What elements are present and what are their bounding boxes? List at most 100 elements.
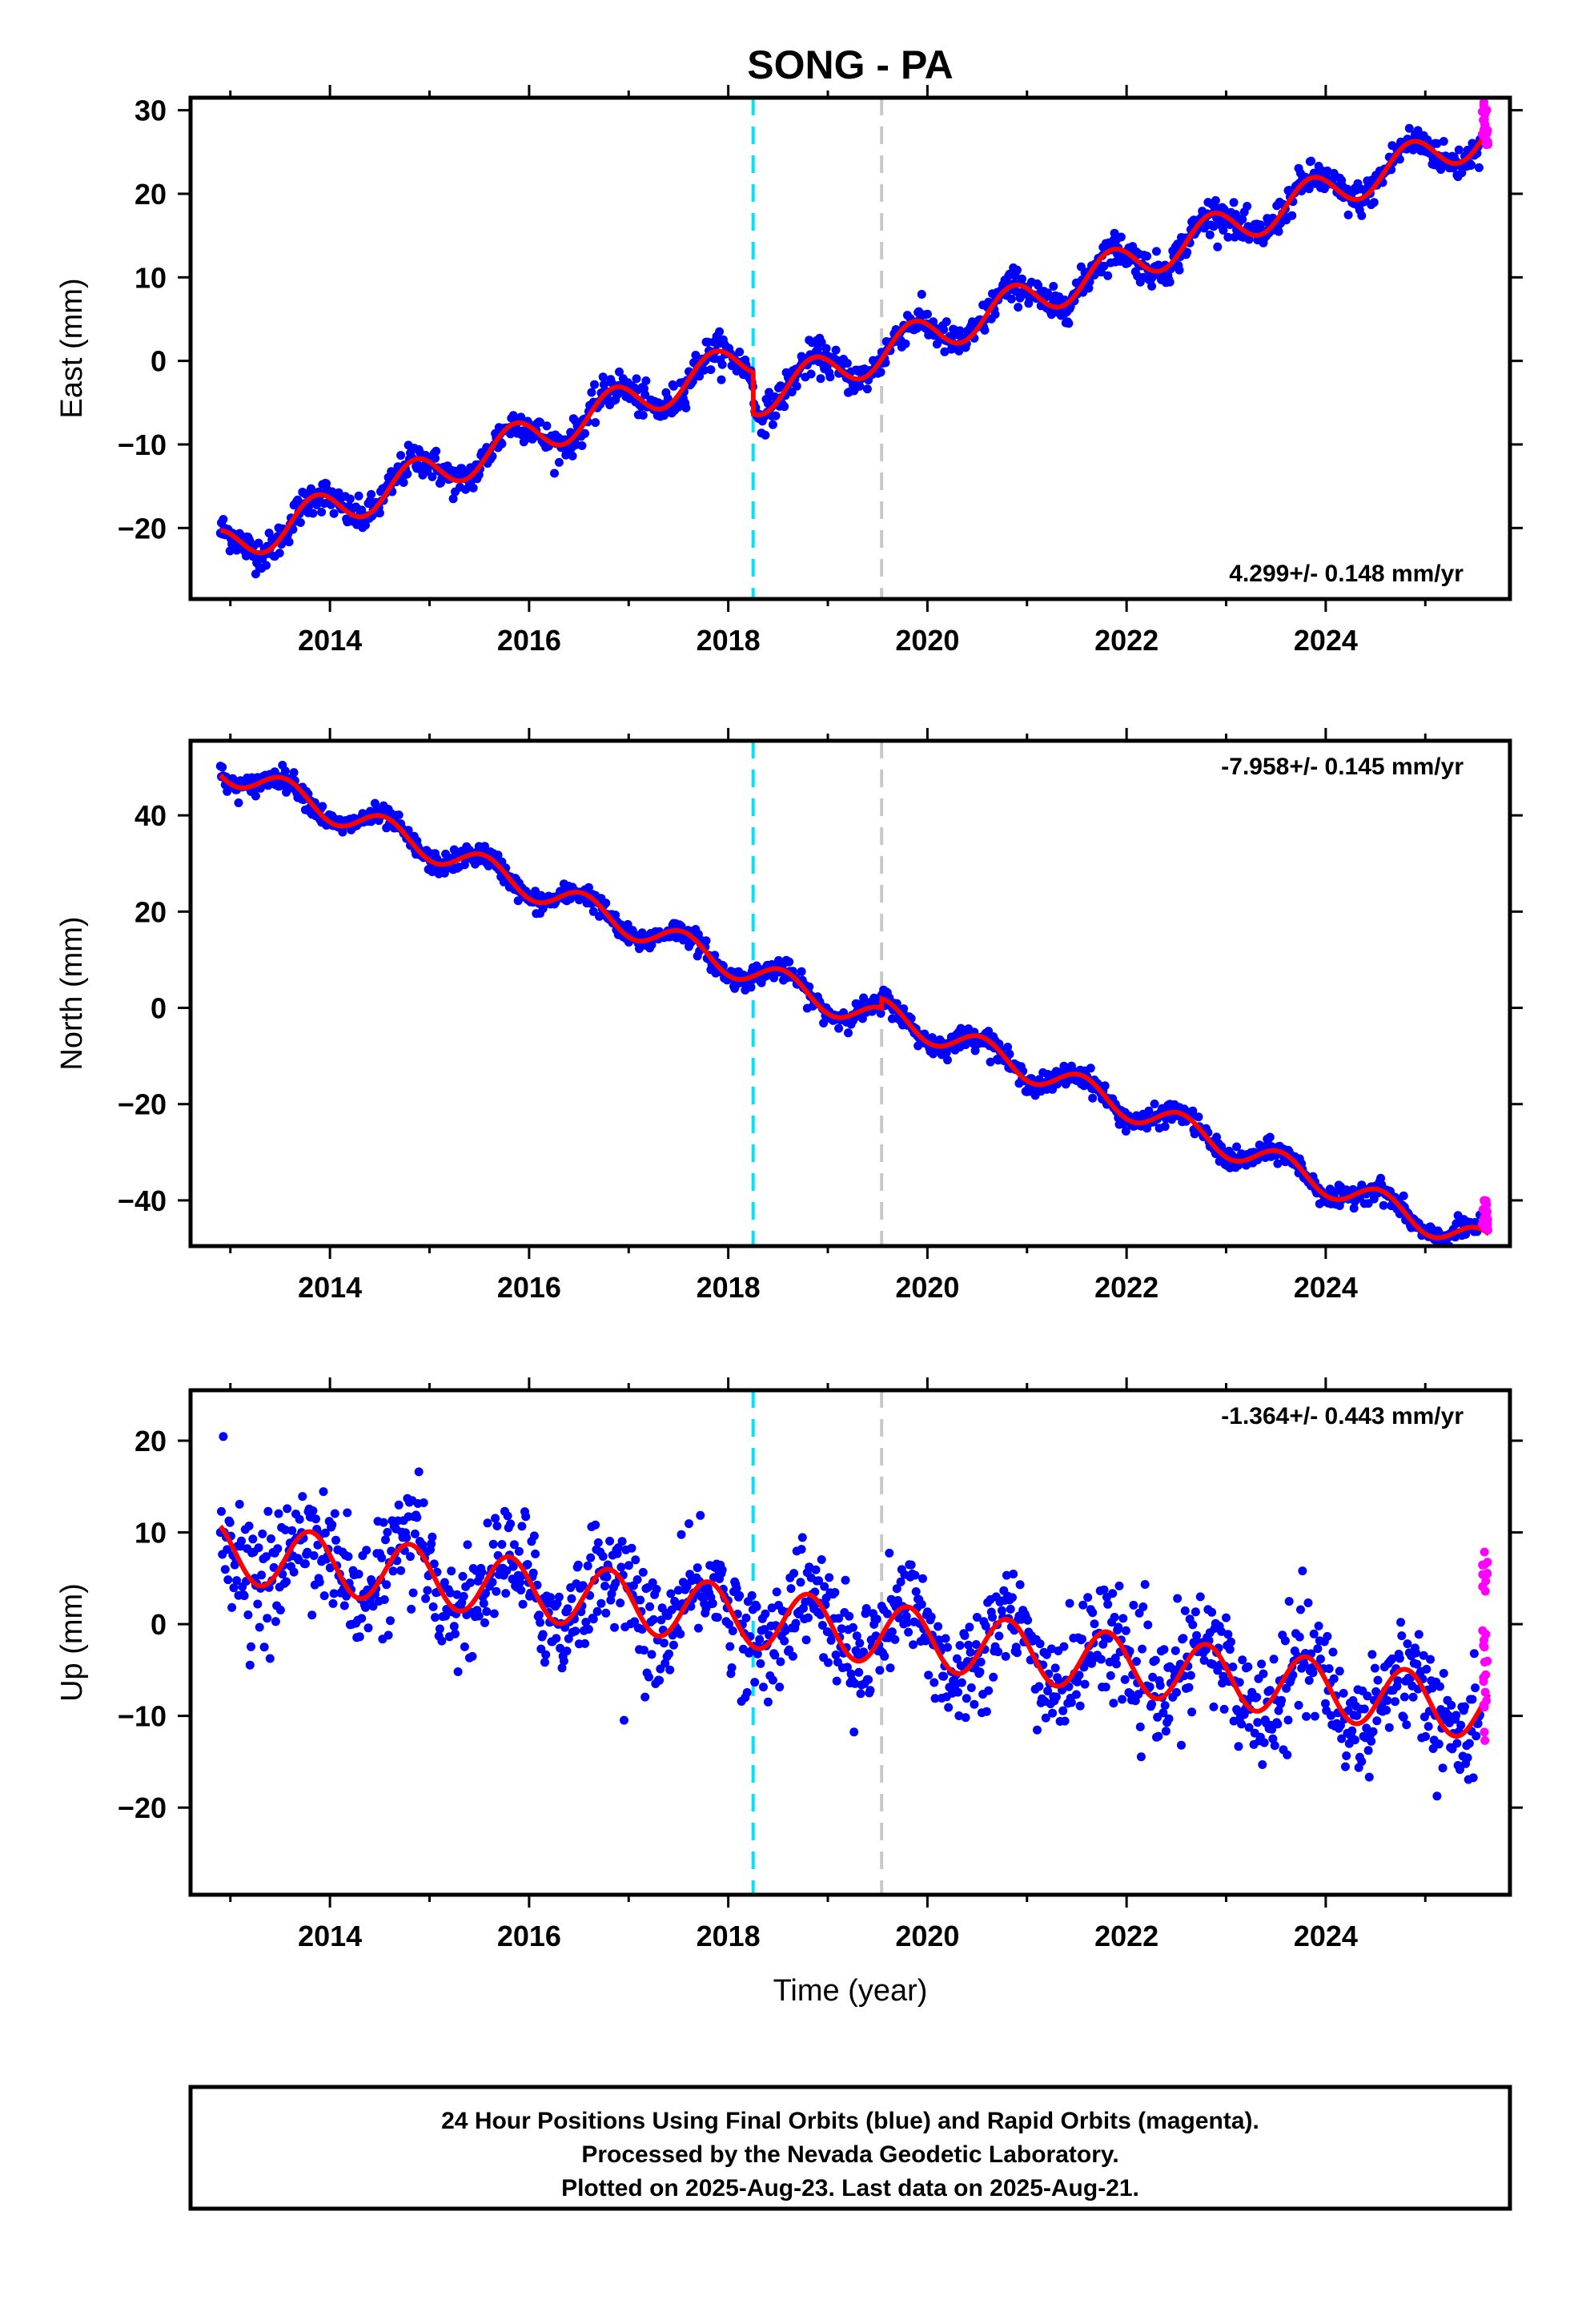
up-final-point <box>727 1663 737 1672</box>
north-final-point <box>1150 1100 1159 1108</box>
up-final-point <box>536 1618 545 1627</box>
east-final-point <box>568 451 577 460</box>
up-final-point <box>300 1559 310 1569</box>
up-final-point <box>910 1570 920 1580</box>
east-final-point <box>1219 226 1228 235</box>
up-final-point <box>855 1638 865 1648</box>
north-final-point <box>480 842 489 851</box>
up-final-point <box>419 1498 428 1507</box>
up-final-point <box>1155 1681 1165 1691</box>
up-final-point <box>893 1596 902 1605</box>
up-final-point <box>320 1528 330 1538</box>
up-final-point <box>713 1613 722 1622</box>
north-y-tick-label: 40 <box>135 799 167 832</box>
up-final-point <box>1252 1692 1262 1702</box>
up-y-axis-label: Up (mm) <box>55 1583 89 1702</box>
east-rapid-point <box>1479 115 1488 125</box>
up-final-point <box>1269 1655 1279 1664</box>
north-final-point <box>223 786 232 796</box>
up-final-point <box>890 1634 900 1644</box>
up-final-point <box>1188 1620 1198 1630</box>
footer-line-3: Plotted on 2025-Aug-23. Last data on 202… <box>561 2175 1139 2201</box>
east-x-tick-label: 2018 <box>697 624 761 657</box>
up-final-point <box>406 1552 415 1562</box>
east-final-point <box>717 375 726 384</box>
up-final-point <box>892 1584 901 1594</box>
north-final-point <box>338 827 347 837</box>
east-final-point <box>1304 184 1314 194</box>
up-final-point <box>1456 1720 1466 1730</box>
north-final-point <box>1003 1043 1013 1051</box>
up-final-point <box>767 1603 777 1613</box>
up-final-point <box>1294 1700 1303 1710</box>
up-final-point <box>396 1566 406 1575</box>
north-final-point <box>289 768 299 778</box>
up-final-point <box>1178 1634 1188 1643</box>
up-x-tick-label: 2024 <box>1294 1920 1358 1952</box>
east-final-point <box>638 411 648 420</box>
east-final-point <box>497 439 507 448</box>
up-final-point <box>997 1606 1006 1615</box>
east-x-tick-label: 2024 <box>1294 624 1358 657</box>
up-final-point <box>952 1654 962 1663</box>
north-final-point <box>1086 1063 1095 1073</box>
east-final-point <box>1474 163 1484 172</box>
up-final-point <box>750 1678 760 1687</box>
up-final-point <box>516 1578 525 1587</box>
up-final-point <box>1080 1679 1090 1689</box>
north-final-point <box>218 762 227 772</box>
north-final-point <box>876 1008 885 1018</box>
north-final-point <box>943 1055 952 1065</box>
up-final-point <box>801 1635 811 1645</box>
up-final-point <box>885 1663 895 1673</box>
up-final-point <box>610 1622 619 1632</box>
up-final-point <box>786 1584 796 1594</box>
up-final-point <box>630 1617 640 1626</box>
up-final-point <box>1184 1683 1194 1692</box>
north-y-tick-label: 0 <box>151 992 167 1025</box>
up-final-point <box>219 1432 228 1441</box>
figure-title: SONG - PA <box>747 42 953 87</box>
north-x-tick-label: 2024 <box>1294 1271 1358 1304</box>
up-final-point <box>1435 1682 1444 1691</box>
east-final-point <box>1307 156 1316 166</box>
up-y-tick-label: 10 <box>135 1517 167 1550</box>
up-final-point <box>592 1606 602 1616</box>
east-plot-frame <box>188 95 1512 601</box>
up-final-point <box>962 1694 971 1703</box>
north-final-point <box>601 899 611 908</box>
east-final-point <box>792 381 801 391</box>
up-final-point <box>282 1577 291 1586</box>
east-final-point <box>1116 232 1126 242</box>
up-final-point <box>280 1525 290 1534</box>
east-final-point <box>1454 145 1464 155</box>
up-final-point <box>1298 1566 1307 1576</box>
up-final-point <box>1073 1677 1082 1687</box>
up-final-point <box>601 1608 611 1618</box>
east-final-point <box>942 317 951 327</box>
east-final-point <box>855 381 865 391</box>
up-final-point <box>1172 1687 1181 1697</box>
up-final-point <box>1118 1695 1127 1704</box>
up-final-point <box>1164 1714 1174 1723</box>
east-final-point <box>1229 198 1239 207</box>
up-final-point <box>1043 1687 1053 1695</box>
up-final-point <box>852 1631 861 1641</box>
east-final-point <box>432 446 441 456</box>
north-rapid-point <box>1480 1196 1490 1206</box>
up-final-point <box>970 1699 979 1709</box>
north-final-point <box>1376 1173 1386 1183</box>
up-final-point <box>880 1651 889 1661</box>
up-final-point <box>245 1660 255 1670</box>
up-final-point <box>1140 1580 1150 1589</box>
up-final-point <box>529 1531 539 1541</box>
up-final-point <box>975 1667 985 1677</box>
up-final-point <box>885 1548 894 1558</box>
east-final-point <box>219 515 228 524</box>
up-final-point <box>944 1703 954 1712</box>
up-final-point <box>817 1621 827 1630</box>
up-final-point <box>1136 1752 1146 1762</box>
up-final-point <box>950 1681 960 1691</box>
up-final-point <box>1219 1704 1229 1714</box>
up-final-point <box>735 1590 745 1600</box>
